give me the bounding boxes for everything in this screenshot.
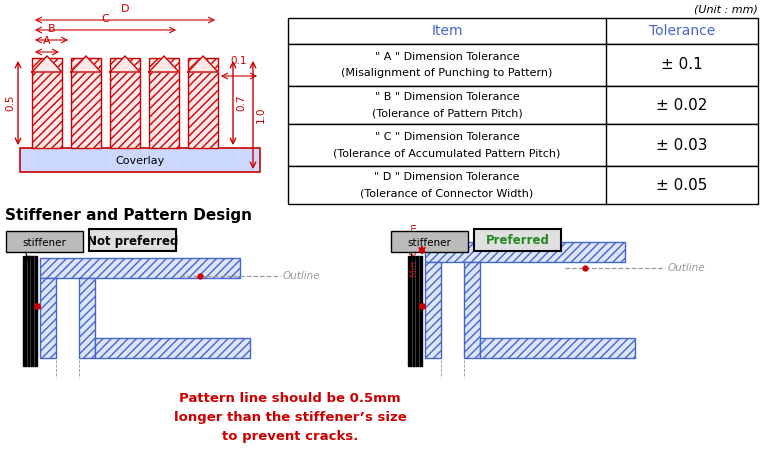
Bar: [40, 278, 56, 358]
Text: " D " Dimension Tolerance: " D " Dimension Tolerance: [374, 172, 520, 182]
Text: Coverlay: Coverlay: [115, 156, 164, 166]
Text: Tolerance: Tolerance: [649, 24, 715, 38]
Bar: [71, 58, 101, 148]
Bar: [32, 58, 62, 148]
Text: Outline: Outline: [283, 271, 320, 281]
Text: A: A: [43, 36, 51, 46]
Bar: [425, 242, 625, 262]
Text: Min. 0.5mm: Min. 0.5mm: [410, 223, 419, 277]
FancyBboxPatch shape: [89, 229, 176, 251]
Polygon shape: [71, 56, 101, 72]
Text: Pattern line should be 0.5mm
longer than the stiffener’s size
to prevent cracks.: Pattern line should be 0.5mm longer than…: [174, 392, 406, 443]
Bar: [188, 58, 218, 148]
Bar: [95, 338, 250, 358]
Text: " A " Dimension Tolerance: " A " Dimension Tolerance: [375, 52, 519, 62]
Text: 1.0: 1.0: [256, 107, 266, 123]
Text: 0.5: 0.5: [5, 95, 15, 111]
Text: C: C: [101, 14, 109, 24]
Bar: [20, 148, 260, 172]
Text: Stiffener and Pattern Design: Stiffener and Pattern Design: [5, 208, 252, 223]
Text: D: D: [121, 4, 129, 14]
Polygon shape: [188, 56, 218, 72]
FancyBboxPatch shape: [6, 231, 83, 252]
Text: ± 0.05: ± 0.05: [657, 177, 707, 193]
Polygon shape: [110, 56, 140, 72]
Text: stiffener: stiffener: [408, 237, 452, 248]
Bar: [149, 58, 179, 148]
Text: Item: Item: [432, 24, 463, 38]
Text: (Misalignment of Punching to Pattern): (Misalignment of Punching to Pattern): [341, 68, 553, 78]
Bar: [288, 124, 758, 166]
Bar: [288, 18, 758, 44]
Text: ± 0.02: ± 0.02: [657, 97, 707, 112]
Text: Not preferred: Not preferred: [87, 235, 178, 248]
Text: 0.1: 0.1: [230, 56, 247, 66]
Bar: [480, 338, 635, 358]
FancyBboxPatch shape: [391, 231, 468, 252]
Text: (Tolerance of Accumulated Pattern Pitch): (Tolerance of Accumulated Pattern Pitch): [333, 148, 561, 158]
Text: stiffener: stiffener: [22, 237, 67, 248]
Bar: [464, 262, 480, 358]
Text: 0.7: 0.7: [236, 95, 246, 111]
Text: " B " Dimension Tolerance: " B " Dimension Tolerance: [375, 92, 519, 102]
Bar: [79, 278, 95, 358]
Text: ± 0.1: ± 0.1: [661, 58, 703, 72]
FancyBboxPatch shape: [474, 229, 561, 251]
Bar: [408, 256, 422, 366]
Text: (Unit : mm): (Unit : mm): [694, 5, 758, 15]
Text: " C " Dimension Tolerance: " C " Dimension Tolerance: [375, 132, 519, 142]
Text: (Tolerance of Connector Width): (Tolerance of Connector Width): [360, 188, 534, 198]
Text: Outline: Outline: [668, 263, 706, 273]
Text: B: B: [48, 24, 55, 34]
Bar: [288, 86, 758, 124]
Text: (Tolerance of Pattern Pitch): (Tolerance of Pattern Pitch): [372, 108, 522, 118]
Polygon shape: [32, 56, 62, 72]
Bar: [110, 58, 140, 148]
Bar: [23, 256, 37, 366]
Polygon shape: [149, 56, 179, 72]
Bar: [425, 262, 441, 358]
Text: ± 0.03: ± 0.03: [656, 137, 708, 153]
Bar: [40, 258, 240, 278]
Bar: [288, 166, 758, 204]
Bar: [288, 44, 758, 86]
Text: Preferred: Preferred: [485, 235, 549, 248]
